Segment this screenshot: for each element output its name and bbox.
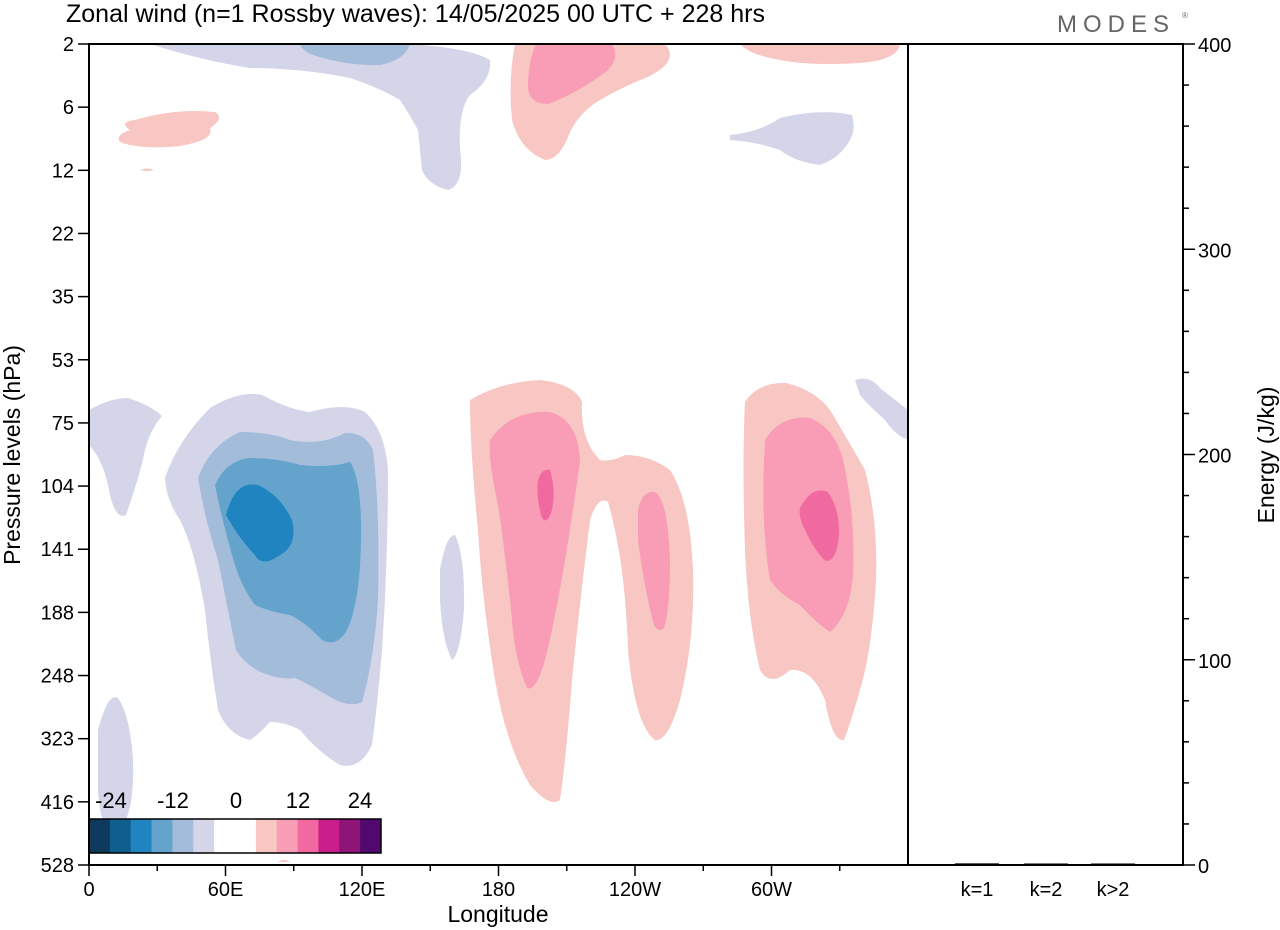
colorbar-swatch [360,819,382,853]
energy-bars [955,863,1135,865]
colorbar-swatch [214,819,236,853]
y-tick-label: 2 [63,34,74,56]
contour-pos-mid-b [638,491,670,631]
colorbar-swatch [318,819,340,853]
modes-logo: MODES ® [1057,11,1188,38]
x-tick-label: 120E [339,879,386,901]
logo-text: MODES [1057,11,1175,38]
y-tick-label: 75 [52,413,74,435]
y-tick-label: 35 [52,287,74,309]
x-tick-label: 0 [83,879,94,901]
energy-bar [1091,863,1135,865]
colorbar-label: 0 [230,788,242,813]
colorbar-swatch [255,819,278,853]
y-tick-label: 12 [52,160,74,182]
colorbar-swatch [109,819,132,853]
contour-pos-right-core [799,490,840,561]
y-tick-label: 22 [52,223,74,245]
colorbar-swatch [339,819,361,853]
contour-neg-leftedge [89,398,162,516]
y-tick-label: 141 [41,539,74,561]
energy-bar-labels: k=1 k=2 k>2 [961,879,1130,901]
colorbar-legend: -24 -12 0 12 24 [88,788,382,854]
x-tick-label: 60W [751,879,792,901]
x-axis-title: Longitude [447,901,548,927]
x-tick-label: 180 [482,879,515,901]
y-tick-label: 248 [41,666,74,688]
x-tick-label: 120W [609,879,661,901]
energy-tick-label: 300 [1198,240,1231,262]
y-tick-label: 104 [41,476,74,498]
energy-tick-label: 400 [1198,35,1231,57]
contour-neg-top-inner [300,44,410,66]
energy-tick-label: 100 [1198,651,1231,673]
colorbar-label: 12 [286,788,310,813]
contour-pos-dot [140,168,154,171]
energy-bar [955,863,999,865]
contour-pos-top-mid [528,44,616,104]
colorbar-swatch [235,819,257,853]
y-tick-label: 53 [52,350,74,372]
y-tick-label: 188 [41,602,74,624]
x-tick-label: 60E [208,879,244,901]
colorbar-swatch [276,819,299,853]
y-axis-right: 0 100 200 300 400 [1183,35,1231,878]
y-axis-left: 2 6 12 22 35 53 75 104 141 188 248 323 416 528 [41,34,89,877]
chart-title: Zonal wind (n=1 Rossby waves): 14/05/202… [66,0,765,28]
contour-pos-topleft [118,111,219,148]
colorbar-swatch [89,819,111,853]
y-tick-label: 416 [41,792,74,814]
contour-neg-top-outer [150,44,491,190]
energy-tick-label: 0 [1198,856,1209,878]
logo-registered-mark: ® [1182,11,1188,20]
colorbar-swatch [297,819,319,853]
y-tick-label: 323 [41,729,74,751]
energy-bar-label: k>2 [1097,879,1130,901]
contour-pos-mid-a-core [537,469,554,521]
x-axis: 0 60E 120E 180 120W 60W [83,865,841,901]
colorbar-label: -24 [95,788,127,813]
colorbar-swatch [151,819,173,853]
contour-pos-topright [740,44,900,64]
colorbar-label: 24 [348,788,372,813]
contour-field [89,44,908,862]
energy-bar-label: k=1 [961,879,994,901]
y-tick-label: 528 [41,855,74,877]
energy-tick-label: 200 [1198,446,1231,468]
contour-pos-bottom-dot [278,860,290,862]
contour-neg-rightedge [855,378,908,440]
energy-panel-frame [907,43,1184,866]
y-axis-title-right: Energy (J/kg) [1253,387,1279,524]
energy-bar-label: k=2 [1030,879,1063,901]
energy-bar [1024,863,1068,865]
y-tick-label: 6 [63,97,74,119]
colorbar-swatch [193,819,215,853]
contour-neg-main-core [226,484,294,562]
y-axis-title-left: Pressure levels (hPa) [0,345,25,565]
contour-neg-topright [730,112,854,165]
contour-pos-mid-a [489,411,580,689]
contour-neg-bottomleft [98,697,134,835]
colorbar-swatch [172,819,194,853]
contour-neg-160e [440,535,465,660]
colorbar-swatch [130,819,153,853]
colorbar-label: -12 [157,788,189,813]
